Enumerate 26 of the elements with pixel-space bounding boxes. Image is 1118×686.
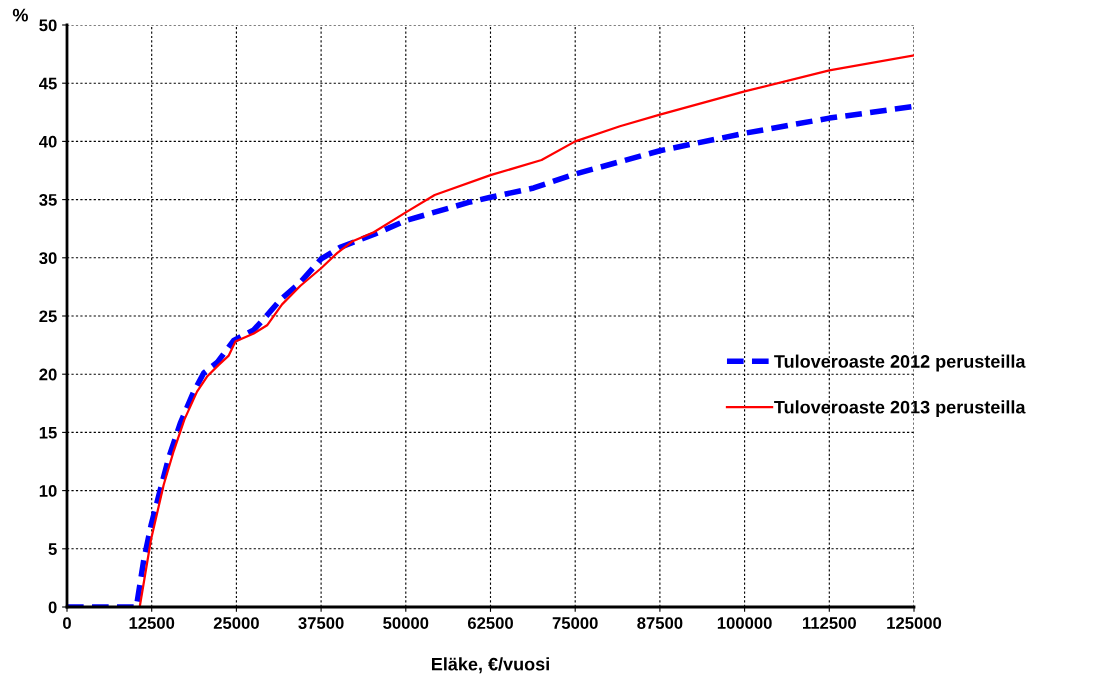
- y-tick-label: 40: [38, 135, 57, 148]
- y-tick-label: 45: [38, 77, 57, 90]
- legend-label: Tuloveroaste 2012 perusteilla: [774, 354, 1026, 372]
- y-tick-label: 10: [39, 485, 57, 497]
- x-tick-label: 112500: [803, 617, 856, 629]
- x-tick-label: 0: [63, 617, 71, 629]
- y-tick-label: 35: [39, 194, 57, 206]
- y-tick-label: 30: [39, 252, 57, 265]
- x-tick-label: 125000: [887, 617, 942, 629]
- x-tick-label: 12500: [129, 617, 175, 629]
- x-tick-label: 50000: [383, 617, 429, 629]
- x-tick-label: 62500: [467, 617, 513, 629]
- x-tick-label: 87500: [637, 617, 683, 629]
- y-tick-label: 50: [39, 19, 57, 32]
- x-tick-label: 75000: [552, 617, 598, 629]
- legend-label: Tuloveroaste 2013 perusteilla: [774, 400, 1026, 418]
- x-tick-label: 25000: [213, 617, 259, 629]
- y-tick-label: 20: [39, 368, 57, 381]
- y-tick-label: 25: [39, 310, 57, 323]
- x-tick-label: 37500: [298, 617, 344, 629]
- y-tick-label: 5: [48, 543, 57, 555]
- y-axis-title: %: [12, 8, 28, 22]
- y-tick-label: 0: [48, 601, 57, 614]
- y-tick-label: 15: [39, 426, 57, 439]
- x-tick-label: 100000: [717, 617, 772, 629]
- x-axis-title: Eläke, €/vuosi: [432, 657, 549, 674]
